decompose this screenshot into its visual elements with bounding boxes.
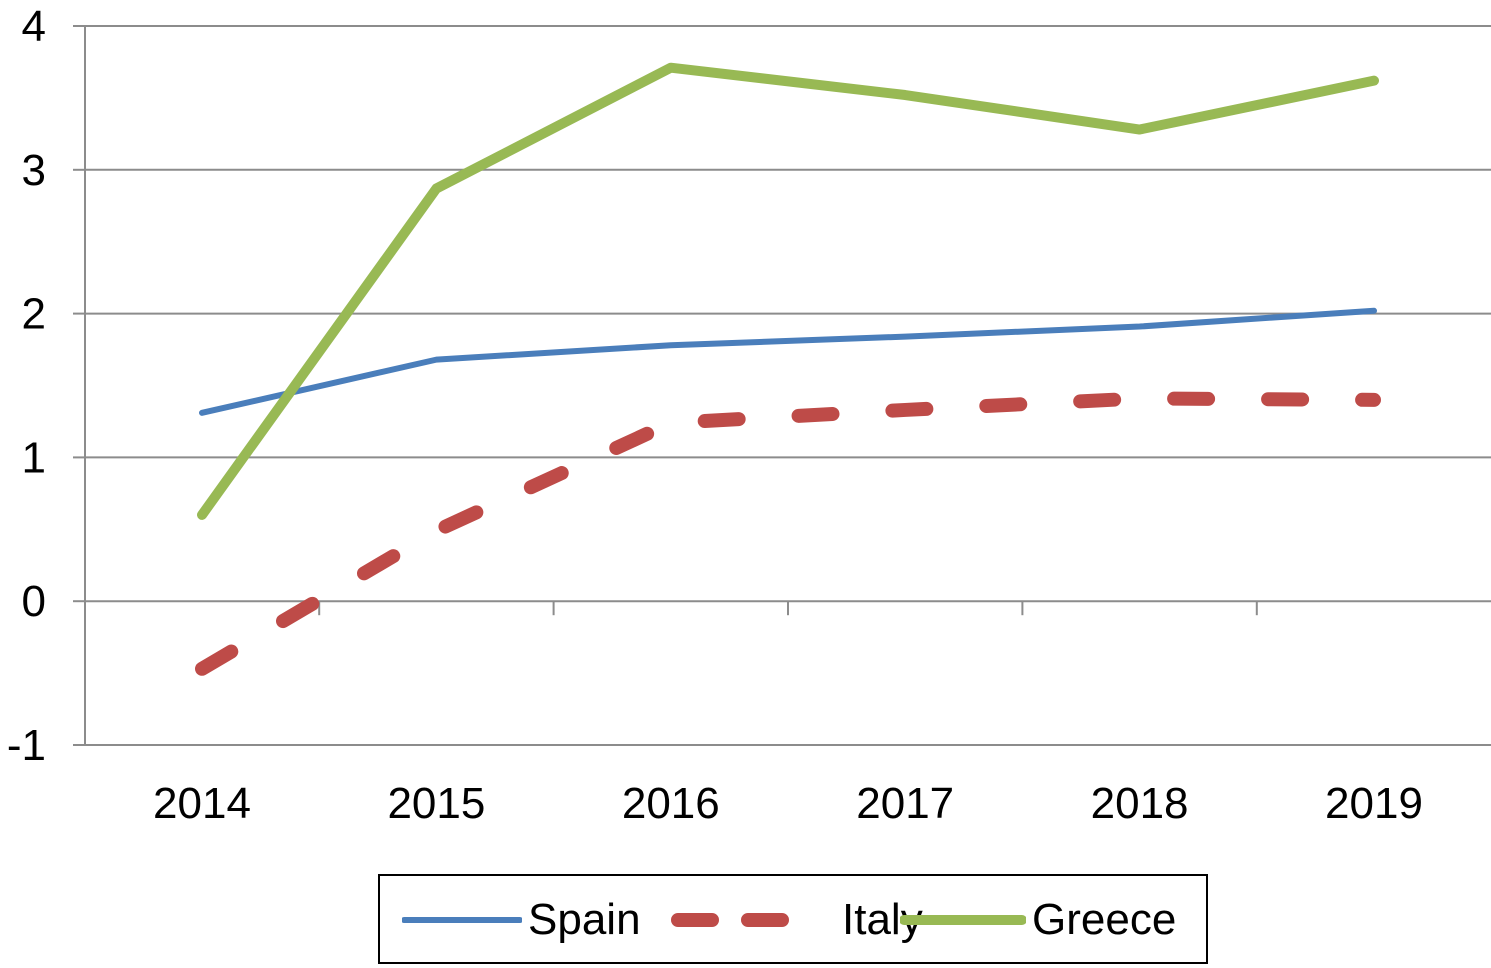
- x-tick-label-2014: 2014: [153, 779, 251, 828]
- legend-item-spain: Spain: [402, 890, 641, 950]
- x-tick-label-2015: 2015: [387, 779, 485, 828]
- legend-label-spain: Spain: [528, 895, 641, 944]
- x-tick-label-2018: 2018: [1091, 779, 1189, 828]
- x-tick-label-2016: 2016: [622, 779, 720, 828]
- y-tick-label-4: 3: [22, 146, 46, 195]
- legend-item-italy: Italy: [670, 890, 923, 950]
- x-tick-label-2019: 2019: [1325, 779, 1423, 828]
- gridlines: [85, 25, 1491, 459]
- legend-swatch-spain: [402, 917, 522, 923]
- y-tick-label-1: 0: [22, 577, 46, 626]
- y-tick-label-2: 1: [22, 433, 46, 482]
- y-tick-label-0: -1: [7, 721, 46, 770]
- x-tick-label-2017: 2017: [856, 779, 954, 828]
- y-tick-label-3: 2: [22, 290, 46, 339]
- legend-label-greece: Greece: [1032, 895, 1177, 944]
- series-line-italy: [195, 391, 1381, 676]
- x-tick-labels: 2014 2015 2016 2017 2018 2019: [153, 779, 1423, 828]
- y-tick-label-5: 4: [22, 2, 46, 51]
- legend-item-greece: Greece: [900, 890, 1176, 950]
- legend-swatch-italy: [671, 913, 789, 927]
- y-tick-labels: -1 0 1 2 3 4: [7, 2, 46, 770]
- series-lines: [195, 62, 1381, 676]
- legend: Spain Italy Greece: [378, 874, 1208, 964]
- axes: [73, 25, 1491, 746]
- series-line-spain: [199, 307, 1377, 416]
- legend-swatch-greece: [900, 915, 1026, 925]
- series-line-greece: [197, 62, 1379, 520]
